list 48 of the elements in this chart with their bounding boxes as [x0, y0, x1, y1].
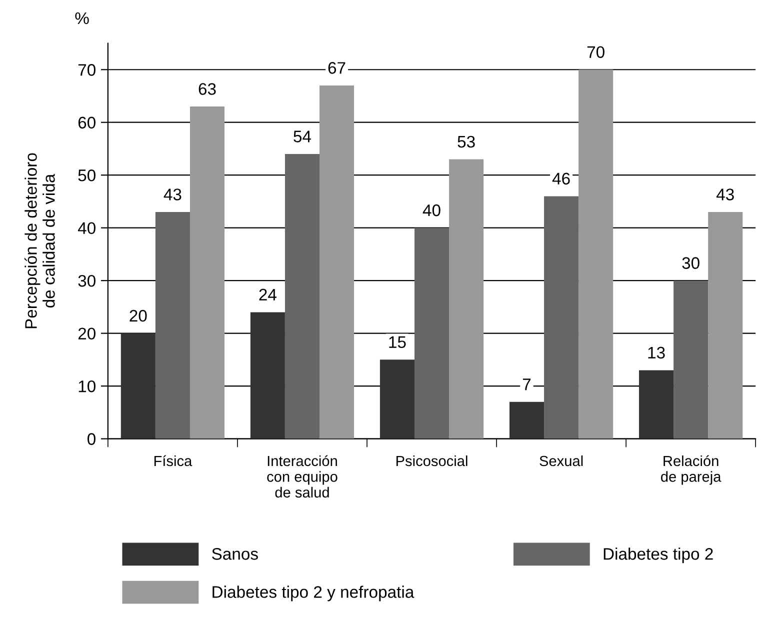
bar — [284, 154, 320, 439]
x-tick-label: Sexual — [540, 455, 583, 466]
data-label: 70 — [587, 46, 604, 58]
bar — [509, 402, 544, 439]
data-label: 63 — [198, 83, 216, 95]
bar — [250, 312, 285, 439]
y-tick-label: 60 — [78, 116, 96, 129]
data-label: 40 — [422, 204, 440, 216]
y-tick-label: 10 — [78, 380, 96, 392]
x-tick-label: Psicosocial — [396, 455, 468, 466]
data-label: 54 — [294, 130, 312, 142]
y-tick-label: 50 — [78, 170, 96, 182]
data-label: 7 — [522, 378, 531, 390]
legend-label: Sanos — [212, 548, 258, 560]
bar — [380, 360, 414, 439]
legend-label: Diabetes tipo 2 — [604, 548, 713, 564]
x-tick-label: Física — [154, 455, 192, 466]
y-axis-title: Percepción de deterioro de calidad de vida — [24, 153, 55, 328]
data-label: 43 — [164, 188, 182, 200]
data-label: 15 — [389, 336, 406, 348]
bar — [708, 212, 743, 439]
bar — [155, 212, 190, 439]
data-label: 30 — [682, 257, 700, 269]
y-tick-label: 20 — [78, 328, 96, 340]
x-tick-label: Interacción con equipo de salud — [267, 455, 338, 498]
bar — [320, 85, 354, 439]
text: % — [75, 12, 89, 24]
legend-label: Diabetes tipo 2 y nefropatia — [212, 586, 414, 602]
bar — [120, 333, 156, 439]
data-label: 20 — [130, 310, 147, 322]
data-label: 43 — [716, 188, 734, 200]
x-tick-label: Relación de pareja — [661, 455, 722, 485]
bar — [190, 106, 225, 439]
bar — [544, 196, 579, 439]
bar — [674, 280, 708, 439]
data-label: 46 — [552, 172, 570, 185]
data-label: 13 — [648, 346, 665, 359]
data-label: 24 — [259, 288, 276, 300]
data-label: 53 — [458, 136, 475, 148]
bar — [639, 370, 674, 439]
y-tick-label: 0 — [88, 433, 96, 445]
data-label: 67 — [328, 62, 346, 74]
bar — [578, 70, 614, 439]
bar — [414, 228, 450, 439]
y-tick-label: 40 — [78, 222, 96, 234]
y-tick-label: 70 — [78, 64, 96, 76]
y-tick-label: 30 — [78, 274, 96, 287]
bar — [449, 159, 484, 439]
